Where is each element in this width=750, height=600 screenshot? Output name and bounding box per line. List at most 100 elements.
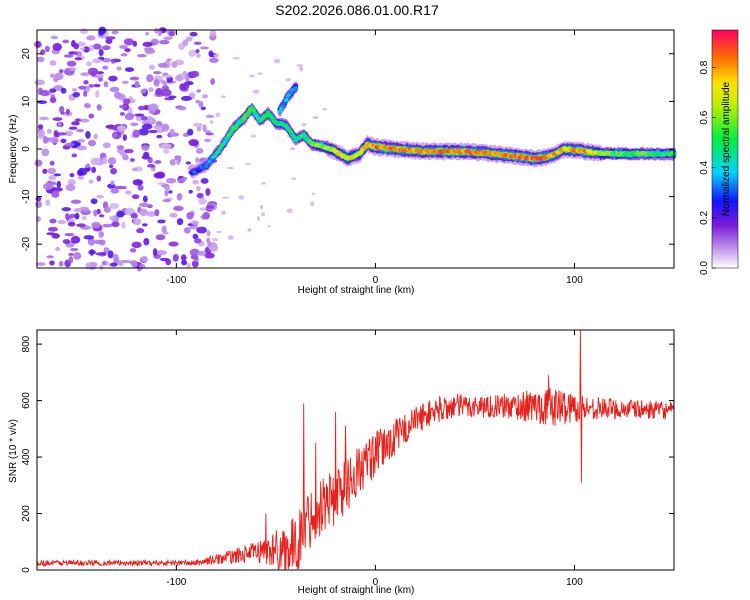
noise-blob xyxy=(130,213,138,219)
noise-blob xyxy=(146,164,156,168)
noise-blob xyxy=(98,214,105,218)
noise-blob xyxy=(42,168,48,174)
noise-blob xyxy=(185,161,191,165)
noise-blob xyxy=(183,227,191,234)
noise-blob xyxy=(290,147,295,151)
noise-blob xyxy=(192,122,203,127)
noise-blob xyxy=(204,252,215,259)
noise-blob xyxy=(155,171,166,179)
noise-blob xyxy=(69,247,79,252)
noise-blob xyxy=(131,261,138,268)
noise-blob xyxy=(148,64,156,70)
noise-blob xyxy=(124,207,135,216)
noise-blob xyxy=(206,230,211,237)
noise-blob xyxy=(110,180,115,186)
noise-blob xyxy=(75,128,85,133)
noise-blob xyxy=(124,190,132,195)
noise-blob xyxy=(50,35,59,40)
noise-blob xyxy=(322,108,327,111)
noise-blob xyxy=(109,262,118,267)
noise-blob xyxy=(74,57,83,61)
y-tick-label: 600 xyxy=(21,392,32,409)
y-tick-label: 400 xyxy=(21,448,32,465)
ridge-mark xyxy=(222,139,228,144)
noise-blob xyxy=(267,225,271,228)
noise-blob xyxy=(87,261,98,269)
y-tick-label: 10 xyxy=(21,95,32,107)
noise-blob xyxy=(122,98,131,105)
noise-blob xyxy=(79,28,89,35)
noise-blob xyxy=(34,159,43,167)
noise-blob xyxy=(80,47,86,51)
noise-blob xyxy=(79,118,90,123)
y-tick-label: 200 xyxy=(21,505,32,522)
noise-blob xyxy=(121,80,129,85)
noise-blob xyxy=(88,83,95,88)
noise-blob xyxy=(103,206,112,213)
noise-blob xyxy=(73,207,83,213)
noise-blob xyxy=(50,73,55,78)
noise-blob xyxy=(202,94,209,99)
colorbar-gradient xyxy=(712,30,738,268)
noise-blob xyxy=(70,199,82,204)
noise-blob xyxy=(187,128,194,136)
colorbar-tick-label: 0.4 xyxy=(699,160,710,174)
colorbar-label: Normalized spectral amplitude xyxy=(721,81,732,216)
noise-blob xyxy=(72,91,81,98)
noise-blob xyxy=(196,193,204,199)
noise-blob xyxy=(77,176,85,180)
noise-blob xyxy=(195,147,204,154)
noise-blob xyxy=(160,143,172,150)
noise-blob xyxy=(107,183,116,189)
noise-blob xyxy=(188,189,193,194)
noise-blob xyxy=(140,88,147,94)
noise-blob xyxy=(102,223,113,228)
noise-blob xyxy=(71,88,78,92)
noise-blob xyxy=(99,239,106,246)
noise-blob xyxy=(141,144,150,151)
noise-blob xyxy=(77,167,88,176)
ridge-mark xyxy=(280,103,286,108)
noise-blob xyxy=(78,85,87,90)
noise-blob xyxy=(74,118,81,122)
noise-blob xyxy=(161,123,170,132)
noise-blob xyxy=(196,89,201,93)
noise-blob xyxy=(88,179,94,184)
noise-blob xyxy=(207,240,212,247)
noise-blob xyxy=(83,46,90,53)
noise-blob xyxy=(105,36,116,40)
noise-blob xyxy=(102,57,111,63)
noise-blob xyxy=(132,218,142,226)
noise-blob xyxy=(141,154,150,160)
noise-blob xyxy=(96,103,102,111)
noise-blob xyxy=(38,116,50,121)
noise-blob xyxy=(157,219,166,224)
noise-blob xyxy=(121,186,127,190)
noise-blob xyxy=(226,166,234,170)
noise-blob xyxy=(84,164,91,168)
colorbar-tick-label: 0.8 xyxy=(699,60,710,74)
noise-blob xyxy=(47,226,58,232)
noise-blob xyxy=(156,134,163,139)
noise-blob xyxy=(196,226,208,234)
noise-blob xyxy=(164,185,170,191)
noise-blob xyxy=(168,31,175,37)
noise-blob xyxy=(129,76,140,81)
noise-blob xyxy=(311,192,316,195)
noise-blob xyxy=(90,198,98,205)
noise-blob xyxy=(45,199,51,207)
noise-blob xyxy=(139,208,148,217)
noise-blob xyxy=(54,72,64,81)
noise-blob xyxy=(40,89,50,97)
noise-blob xyxy=(65,213,70,221)
noise-blob xyxy=(98,48,104,57)
noise-blob xyxy=(245,162,251,165)
noise-blob xyxy=(146,74,154,83)
noise-blob xyxy=(250,134,257,138)
noise-blob xyxy=(83,90,88,97)
noise-blob xyxy=(62,239,71,244)
noise-blob xyxy=(83,235,95,240)
noise-blob xyxy=(56,180,62,188)
noise-blob xyxy=(154,27,159,34)
